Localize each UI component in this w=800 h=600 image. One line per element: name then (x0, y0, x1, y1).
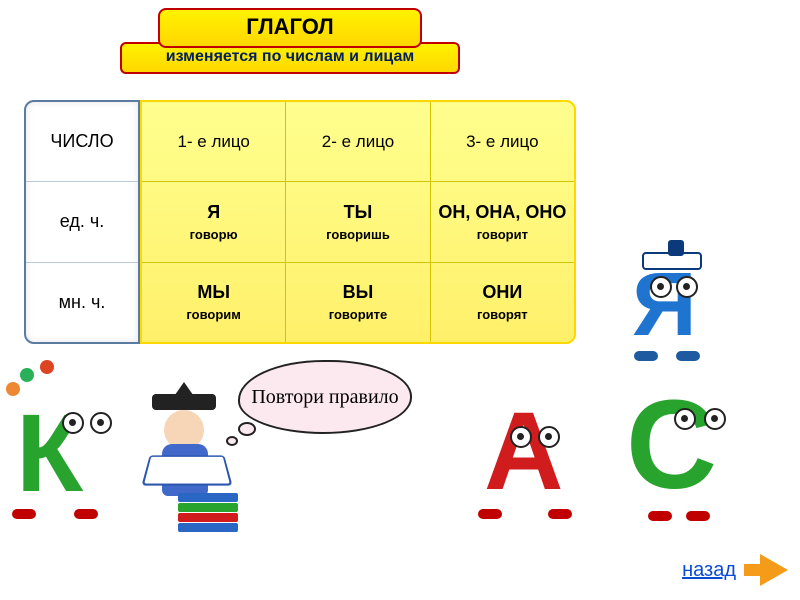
foot-icon (548, 509, 572, 519)
foot-icon (12, 509, 36, 519)
singular-row: Я говорю ТЫ говоришь ОН, ОНА, ОНО говори… (142, 182, 574, 262)
book-stack-icon (178, 492, 238, 532)
cell-pl-2: ВЫ говорите (286, 263, 430, 342)
title-main: ГЛАГОЛ (158, 8, 422, 48)
col-header-2: 2- е лицо (286, 102, 430, 181)
book-icon (178, 493, 238, 502)
speech-bubble: Повтори правило (238, 360, 412, 434)
verb: говоришь (326, 227, 390, 242)
eye-icon (90, 412, 112, 434)
verb: говорите (329, 307, 387, 322)
letter-c-icon: С (626, 372, 717, 517)
foot-icon (634, 351, 658, 361)
candy-icon (6, 382, 20, 396)
cell-pl-3: ОНИ говорят (431, 263, 574, 342)
col-headers-row: 1- е лицо 2- е лицо 3- е лицо (142, 102, 574, 182)
cell-sg-2: ТЫ говоришь (286, 182, 430, 261)
book-icon (178, 503, 238, 512)
verb: говорит (477, 227, 528, 242)
row-headers: ЧИСЛО ед. ч. мн. ч. (24, 100, 140, 344)
row-header-singular: ед. ч. (26, 182, 138, 262)
foot-icon (686, 511, 710, 521)
foot-icon (648, 511, 672, 521)
eye-icon (704, 408, 726, 430)
col-header-3: 3- е лицо (431, 102, 574, 181)
cell-pl-1: МЫ говорим (142, 263, 286, 342)
conjugation-table: ЧИСЛО ед. ч. мн. ч. 1- е лицо 2- е лицо … (24, 100, 576, 340)
glyph: С (626, 374, 717, 515)
pronoun: Я (207, 202, 220, 223)
letter-a-icon: А (484, 388, 563, 515)
book-icon (178, 523, 238, 532)
letter-ya-icon: Я (632, 254, 697, 357)
open-book-icon (141, 455, 232, 485)
eye-icon (62, 412, 84, 434)
book-icon (178, 513, 238, 522)
row-header-plural: мн. ч. (26, 263, 138, 342)
back-link[interactable]: назад (682, 559, 736, 582)
eye-icon (674, 408, 696, 430)
cell-sg-3: ОН, ОНА, ОНО говорит (431, 182, 574, 261)
pronoun: ОН, ОНА, ОНО (438, 202, 566, 223)
foot-icon (478, 509, 502, 519)
eye-icon (650, 276, 672, 298)
verb: говорим (186, 307, 241, 322)
glyph: Я (632, 255, 697, 355)
row-header-title: ЧИСЛО (26, 102, 138, 182)
data-panel: 1- е лицо 2- е лицо 3- е лицо Я говорю Т… (140, 100, 576, 344)
cell-sg-1: Я говорю (142, 182, 286, 261)
pronoun: ВЫ (343, 282, 374, 303)
pronoun: ТЫ (344, 202, 373, 223)
hat-peak-icon (668, 240, 684, 256)
speech-text: Повтори правило (251, 386, 398, 408)
plural-row: МЫ говорим ВЫ говорите ОНИ говорят (142, 263, 574, 342)
title-block: ГЛАГОЛ изменяется по числам и лицам (120, 8, 460, 74)
col-header-1: 1- е лицо (142, 102, 286, 181)
grad-cap-icon (152, 394, 216, 410)
arrow-icon[interactable] (760, 554, 788, 586)
candy-icon (40, 360, 54, 374)
pronoun: МЫ (197, 282, 230, 303)
letter-k-icon: К (16, 390, 83, 517)
eye-icon (510, 426, 532, 448)
glyph: А (484, 390, 563, 513)
verb: говорю (190, 227, 238, 242)
pronoun: ОНИ (482, 282, 522, 303)
foot-icon (676, 351, 700, 361)
candy-icon (20, 368, 34, 382)
eye-icon (676, 276, 698, 298)
eye-icon (538, 426, 560, 448)
foot-icon (74, 509, 98, 519)
glyph: К (16, 392, 83, 515)
verb: говорят (477, 307, 528, 322)
